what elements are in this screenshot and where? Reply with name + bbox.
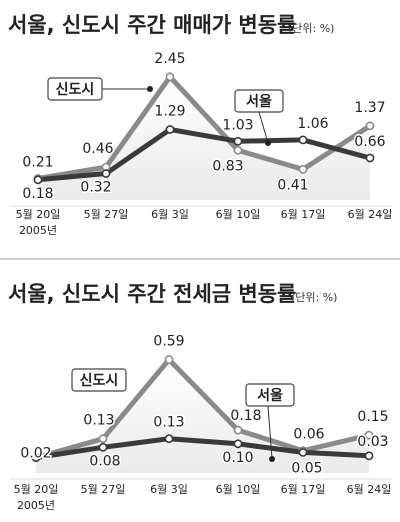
data-point [165,72,175,82]
data-point [364,451,374,461]
area-fill [38,76,370,200]
legend-dot [265,140,271,146]
x-tick-label: 5월 27일 [81,482,126,496]
data-point [233,136,243,146]
unit-note: (단위: %) [288,22,334,35]
data-label: 0.13 [153,415,184,431]
legend-label: 서울 [246,93,272,110]
chart-title: 서울, 신도시 주간 매매가 변동률 [8,13,296,37]
series-line-1 [37,127,371,183]
data-label: 0.03 [357,434,388,450]
divider [0,258,400,260]
x-tick-label: 5월 27일 [84,207,129,221]
data-label: 0.21 [22,155,53,171]
data-point [33,175,43,185]
sale-price-chart: 서울, 신도시 주간 매매가 변동률(단위: %) 0.21 0.46 2.45 0.8… [8,13,393,237]
year-note: 2005년 [17,499,55,512]
data-point [364,430,374,440]
data-point [164,355,174,364]
data-point [298,447,308,457]
legend-label: 신도시 [56,82,95,98]
x-tick-label: 5월 20일 [14,482,59,496]
data-label: 0.32 [80,180,111,196]
data-label: 0.02 [20,446,51,462]
data-point [233,425,243,435]
year-note: 2005년 [19,224,57,237]
jeonse-chart: 서울, 신도시 주간 전세금 변동률(단위: %) 0.02 0.13 0.59 0.1… [8,282,392,512]
legend-dot [147,86,153,92]
data-label: 0.15 [357,409,388,425]
series-line-0 [37,74,372,181]
chart-title: 서울, 신도시 주간 전세금 변동률 [8,282,296,306]
legend-label: 서울 [257,387,283,404]
data-point [233,145,243,155]
series-line-0 [35,357,370,461]
data-point [101,169,111,178]
chart-panel-sale-price: 서울, 신도시 주간 매매가 변동률 (단위: %) 0.21 0.46 2.45 0.8… [8,13,393,237]
data-point [98,434,108,444]
data-label: 0.13 [83,413,114,429]
data-label: 0.05 [291,460,322,476]
data-label: 0.83 [212,158,243,174]
x-tick-label: 6월 10일 [216,482,261,496]
legend-dot [269,456,275,462]
data-label: 0.66 [354,134,385,150]
legend-box [47,77,103,101]
series-line-1 [35,436,370,461]
data-point [365,153,375,163]
x-tick-label: 5월 20일 [16,207,61,221]
data-point [365,121,375,131]
x-tick-label: 6월 3일 [150,482,188,496]
legend-label: 신도시 [80,373,119,389]
x-tick-label: 6월 24일 [348,207,393,221]
data-label: 0.08 [89,453,120,469]
x-tick-label: 6월 3일 [151,207,189,221]
x-tick-label: 6월 24일 [347,482,392,496]
data-point [298,135,308,145]
x-tick-label: 6월 10일 [216,207,261,221]
data-label: 0.59 [153,334,184,350]
data-point [233,439,243,449]
data-point [31,453,41,462]
legend-box [234,89,284,113]
data-label: 1.37 [354,100,385,116]
data-label: 1.03 [222,117,253,133]
data-label: 0.06 [293,427,324,443]
legend-leader [267,405,273,460]
chart-panel-jeonse: 서울, 신도시 주간 전세금 변동률 (단위: %) 0.02 0.13 0.59 0.1… [0,261,400,522]
x-tick-label: 6월 17일 [281,207,326,221]
data-label: 0.46 [82,141,113,157]
data-label: 2.45 [154,51,185,67]
data-label: 0.18 [230,408,261,424]
data-point [165,125,175,134]
data-point [98,442,108,452]
data-label: 0.10 [222,450,253,466]
legend-box [245,383,295,407]
data-label: 1.29 [154,104,185,120]
legend-leader [258,111,269,144]
unit-note: (단위: %) [291,291,337,304]
data-point [298,164,308,174]
data-label: 1.06 [297,116,328,132]
data-label: 0.41 [277,177,308,193]
data-point [164,434,174,444]
data-label: 0.18 [22,186,53,202]
legend-box [71,368,127,392]
x-tick-label: 6월 17일 [281,482,326,496]
